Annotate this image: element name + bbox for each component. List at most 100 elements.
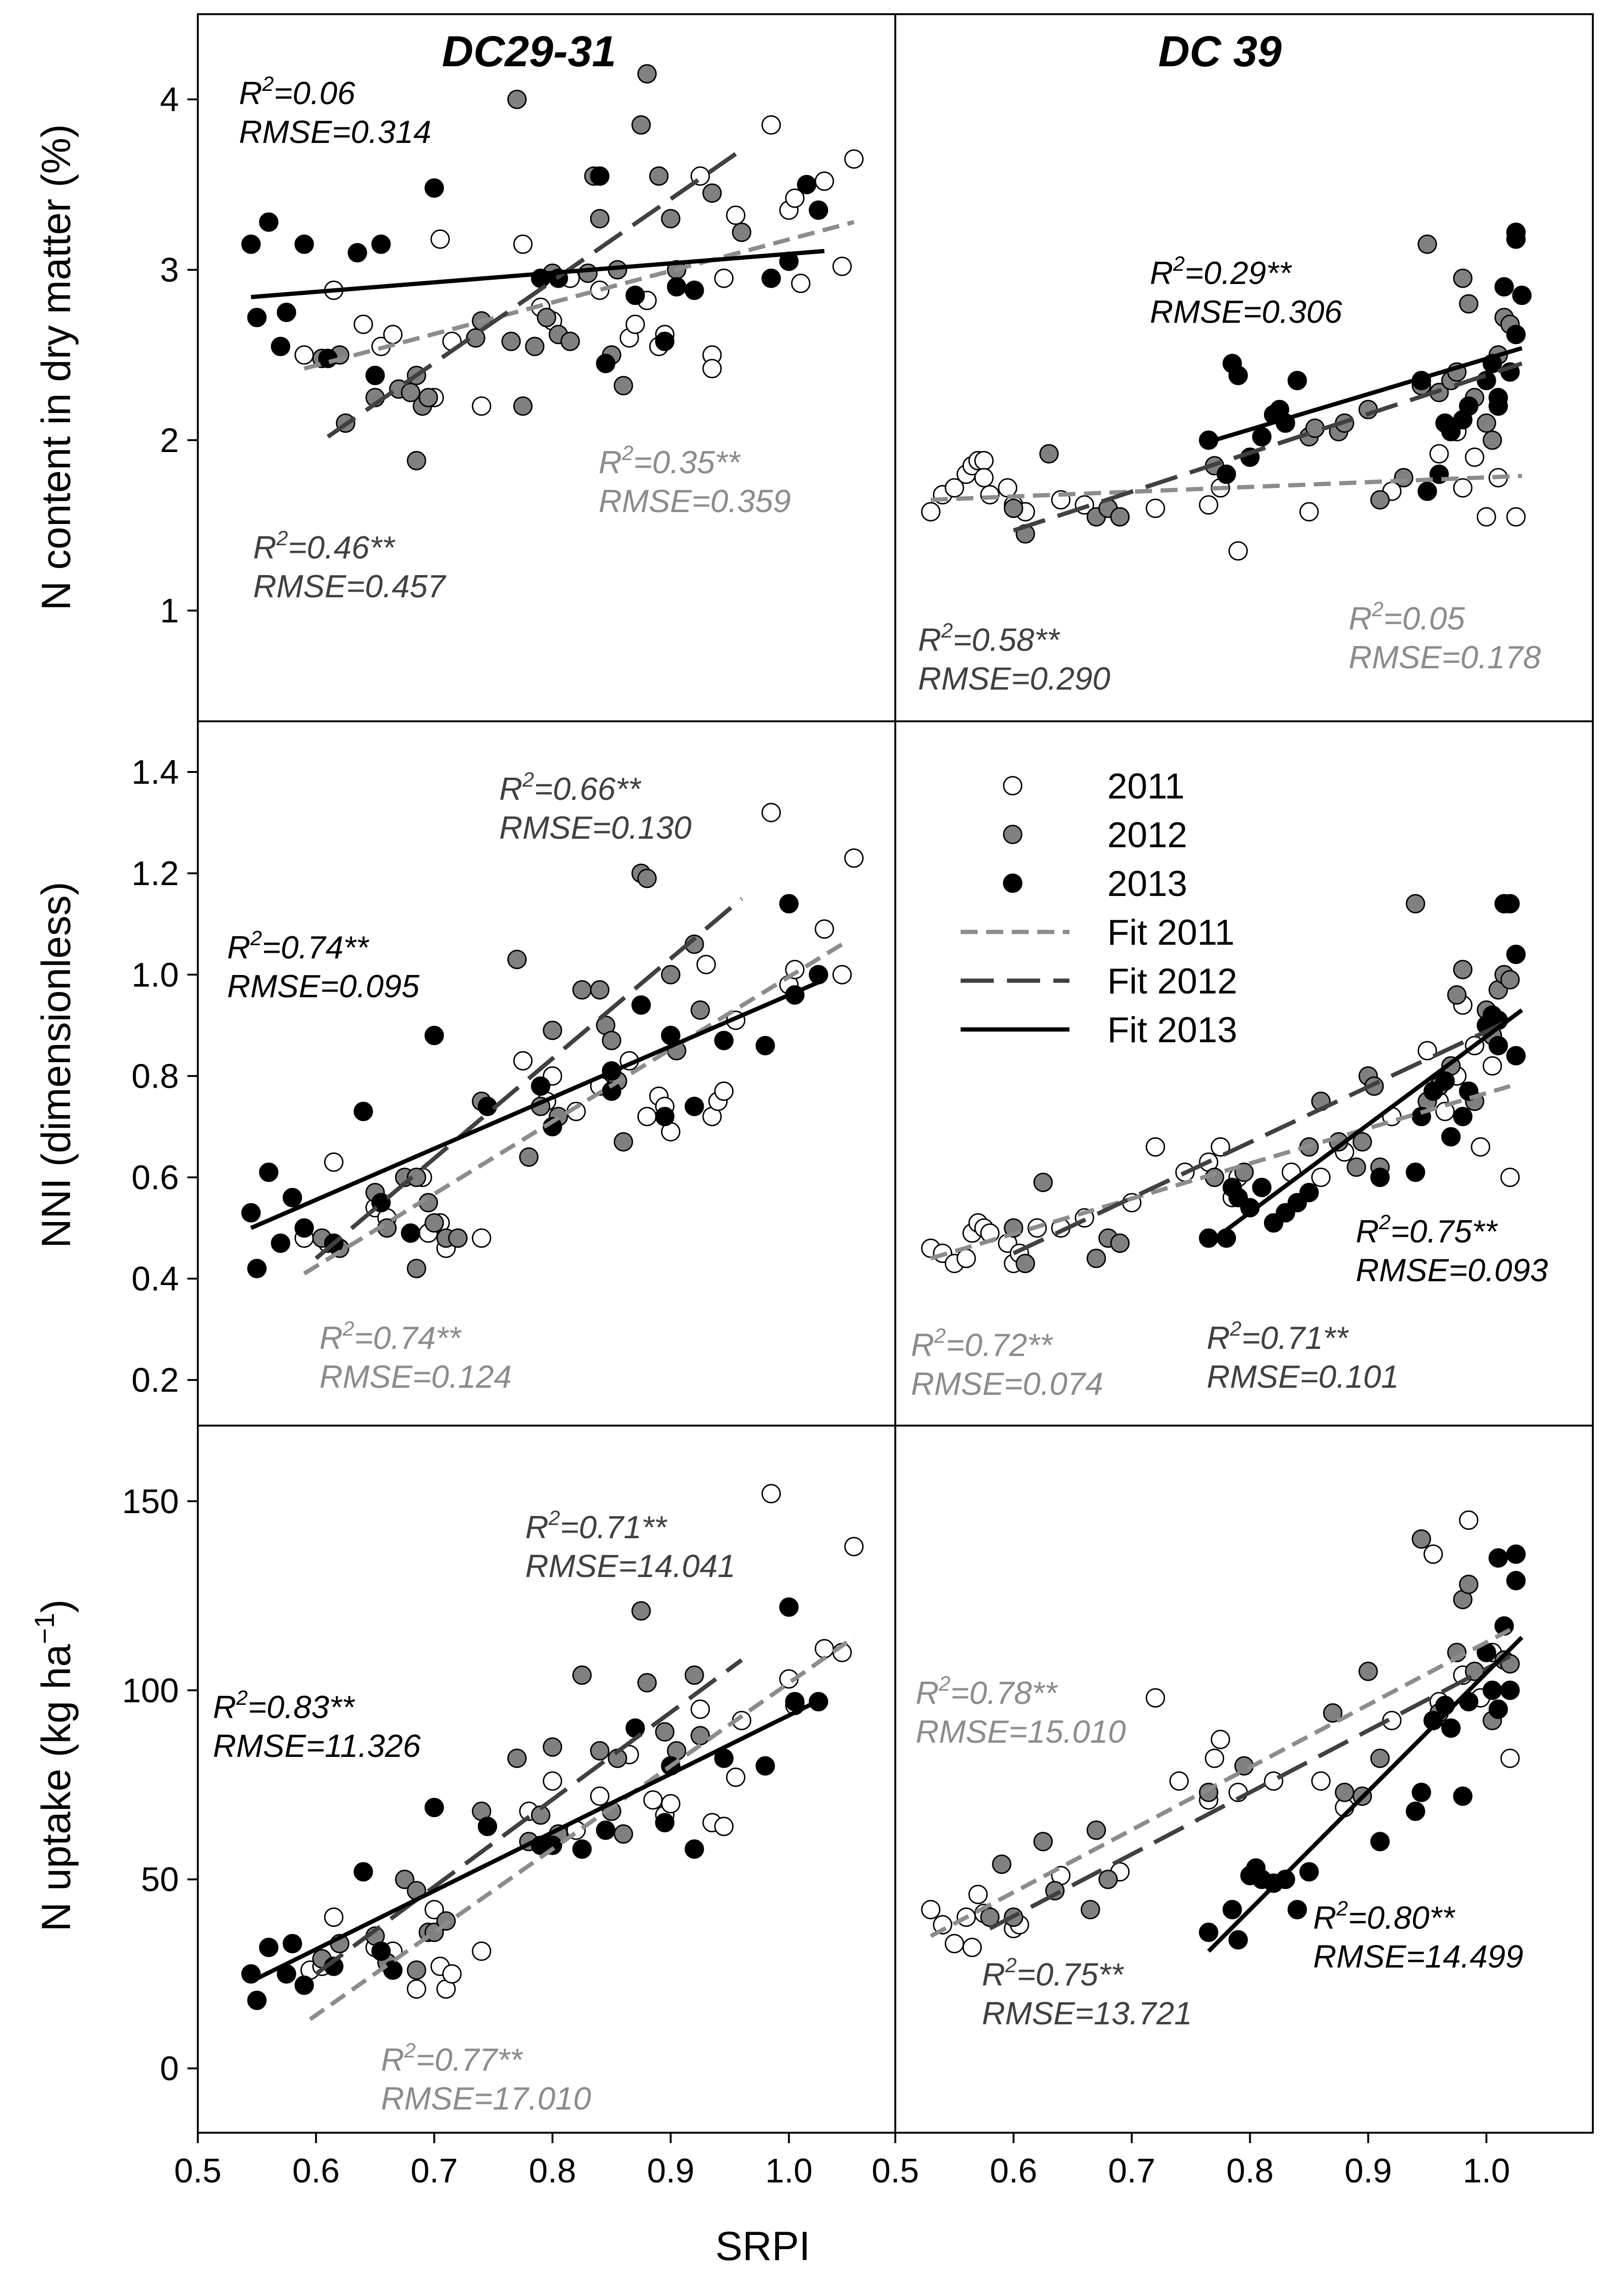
point-2013 — [1287, 1900, 1307, 1920]
point-2011 — [844, 1537, 864, 1557]
point-2013 — [655, 1107, 675, 1126]
r2-superscript: 2 — [548, 1507, 560, 1530]
point-2013 — [1506, 229, 1526, 249]
y-tick-label: 150 — [122, 1483, 179, 1521]
r2-annotation: R2=0.66** — [499, 768, 642, 807]
x-tick-label: 0.8 — [1226, 2152, 1273, 2190]
point-2013 — [271, 1233, 291, 1253]
x-tick-label: 0.5 — [174, 2152, 221, 2190]
point-2013 — [631, 995, 651, 1015]
y-tick-label: 1 — [160, 592, 179, 630]
x-axis-label: SRPI — [715, 2224, 811, 2269]
point-2012 — [401, 382, 421, 402]
point-2011 — [814, 171, 834, 191]
rmse-annotation: RMSE=0.306 — [1150, 294, 1342, 330]
r2-value: =0.78** — [951, 1675, 1059, 1711]
y-tick-label: 2 — [160, 422, 179, 460]
point-2011 — [625, 314, 645, 334]
point-2013 — [601, 1081, 621, 1101]
panel-n-content-dc29-31: 1234R2=0.35**RMSE=0.359R2=0.46**RMSE=0.4… — [160, 13, 896, 722]
point-2013 — [477, 1817, 497, 1836]
point-2011 — [1146, 1137, 1166, 1157]
point-2012 — [1080, 1900, 1100, 1920]
y-axis-label-n-uptake-sup: −1 — [29, 1613, 60, 1644]
point-2011 — [785, 188, 805, 208]
point-2013 — [1299, 1862, 1319, 1882]
y-tick-label: 100 — [122, 1672, 179, 1710]
point-2013 — [1299, 1183, 1319, 1203]
point-2011 — [761, 115, 781, 135]
point-2011 — [513, 234, 533, 254]
r2-symbol: R — [227, 930, 250, 966]
legend-item-fit-2012: Fit 2012 — [961, 961, 1237, 1002]
point-2013 — [684, 280, 704, 300]
legend-marker — [1003, 824, 1023, 844]
point-2012 — [690, 1726, 710, 1746]
point-2012 — [424, 1213, 444, 1233]
point-2013 — [779, 894, 799, 913]
point-2012 — [448, 1228, 468, 1248]
point-2013 — [1488, 1548, 1508, 1568]
point-2012 — [560, 331, 580, 351]
rmse-annotation: RMSE=0.130 — [499, 810, 692, 846]
fit-line-fit-2012 — [315, 1658, 743, 1976]
point-2011 — [1423, 1544, 1443, 1564]
point-2013 — [1506, 1046, 1526, 1066]
point-2013 — [1417, 481, 1437, 501]
point-2012 — [507, 89, 527, 109]
point-2013 — [1512, 285, 1532, 305]
r2-superscript: 2 — [404, 2039, 415, 2062]
point-2013 — [1506, 1544, 1526, 1564]
panel-n-uptake-dc39: 0.5 0.6 0.7 0.8 0.9 1.0R2=0.78**RMSE=15.010R2… — [872, 1425, 1594, 2190]
point-2013 — [590, 166, 609, 186]
point-2011 — [956, 1249, 976, 1268]
point-2011 — [933, 1915, 953, 1935]
fit-line-fit-2013 — [1208, 346, 1523, 444]
rmse-annotation: RMSE=13.721 — [982, 1995, 1192, 2031]
legend-label: 2013 — [1107, 864, 1187, 904]
y-axis-label-nni: NNI (dimensionless) — [34, 882, 79, 1248]
point-2012 — [590, 980, 609, 1000]
point-2012 — [572, 980, 592, 1000]
point-2012 — [661, 209, 680, 229]
point-2011 — [1299, 502, 1319, 522]
point-2013 — [347, 243, 367, 263]
point-2012 — [1358, 1661, 1378, 1681]
point-2013 — [684, 1839, 704, 1859]
point-2013 — [318, 348, 338, 368]
rmse-annotation: RMSE=0.359 — [599, 483, 791, 519]
point-2012 — [732, 222, 751, 242]
r2-value: =0.75** — [1017, 1957, 1125, 1993]
point-2012 — [1098, 1870, 1118, 1889]
r2-superscript: 2 — [276, 527, 288, 550]
point-2012 — [406, 1259, 426, 1278]
point-2011 — [1169, 1771, 1189, 1791]
point-2011 — [1205, 1748, 1225, 1768]
point-2011 — [1453, 478, 1473, 498]
r2-symbol: R — [982, 1957, 1005, 1993]
r2-annotation: R2=0.83** — [213, 1686, 355, 1725]
point-2011 — [542, 1771, 562, 1791]
point-2012 — [590, 209, 609, 229]
point-2011 — [832, 257, 852, 276]
point-2011 — [637, 1107, 657, 1126]
point-2012 — [1039, 444, 1059, 464]
point-2013 — [1506, 325, 1526, 345]
point-2012 — [1346, 1157, 1366, 1177]
y-tick-label: 0.6 — [132, 1159, 179, 1197]
panel-nni-dc39: R2=0.72**RMSE=0.074R2=0.71**RMSE=0.101R2… — [894, 720, 1594, 1427]
point-2012 — [637, 1673, 657, 1693]
point-2011 — [1311, 1771, 1331, 1791]
r2-annotation: R2=0.78** — [916, 1672, 1058, 1711]
rmse-annotation: RMSE=0.178 — [1349, 639, 1541, 675]
point-2011 — [1210, 1729, 1230, 1749]
point-2012 — [613, 1824, 633, 1844]
y-tick-label: 0 — [160, 2050, 179, 2088]
point-2013 — [1412, 1782, 1431, 1802]
fit-line-fit-2012 — [989, 1654, 1511, 1931]
point-2013 — [1228, 365, 1248, 385]
point-2011 — [1228, 541, 1248, 561]
point-2012 — [601, 1030, 621, 1050]
point-2011 — [814, 1639, 834, 1658]
point-2011 — [1146, 1688, 1166, 1708]
